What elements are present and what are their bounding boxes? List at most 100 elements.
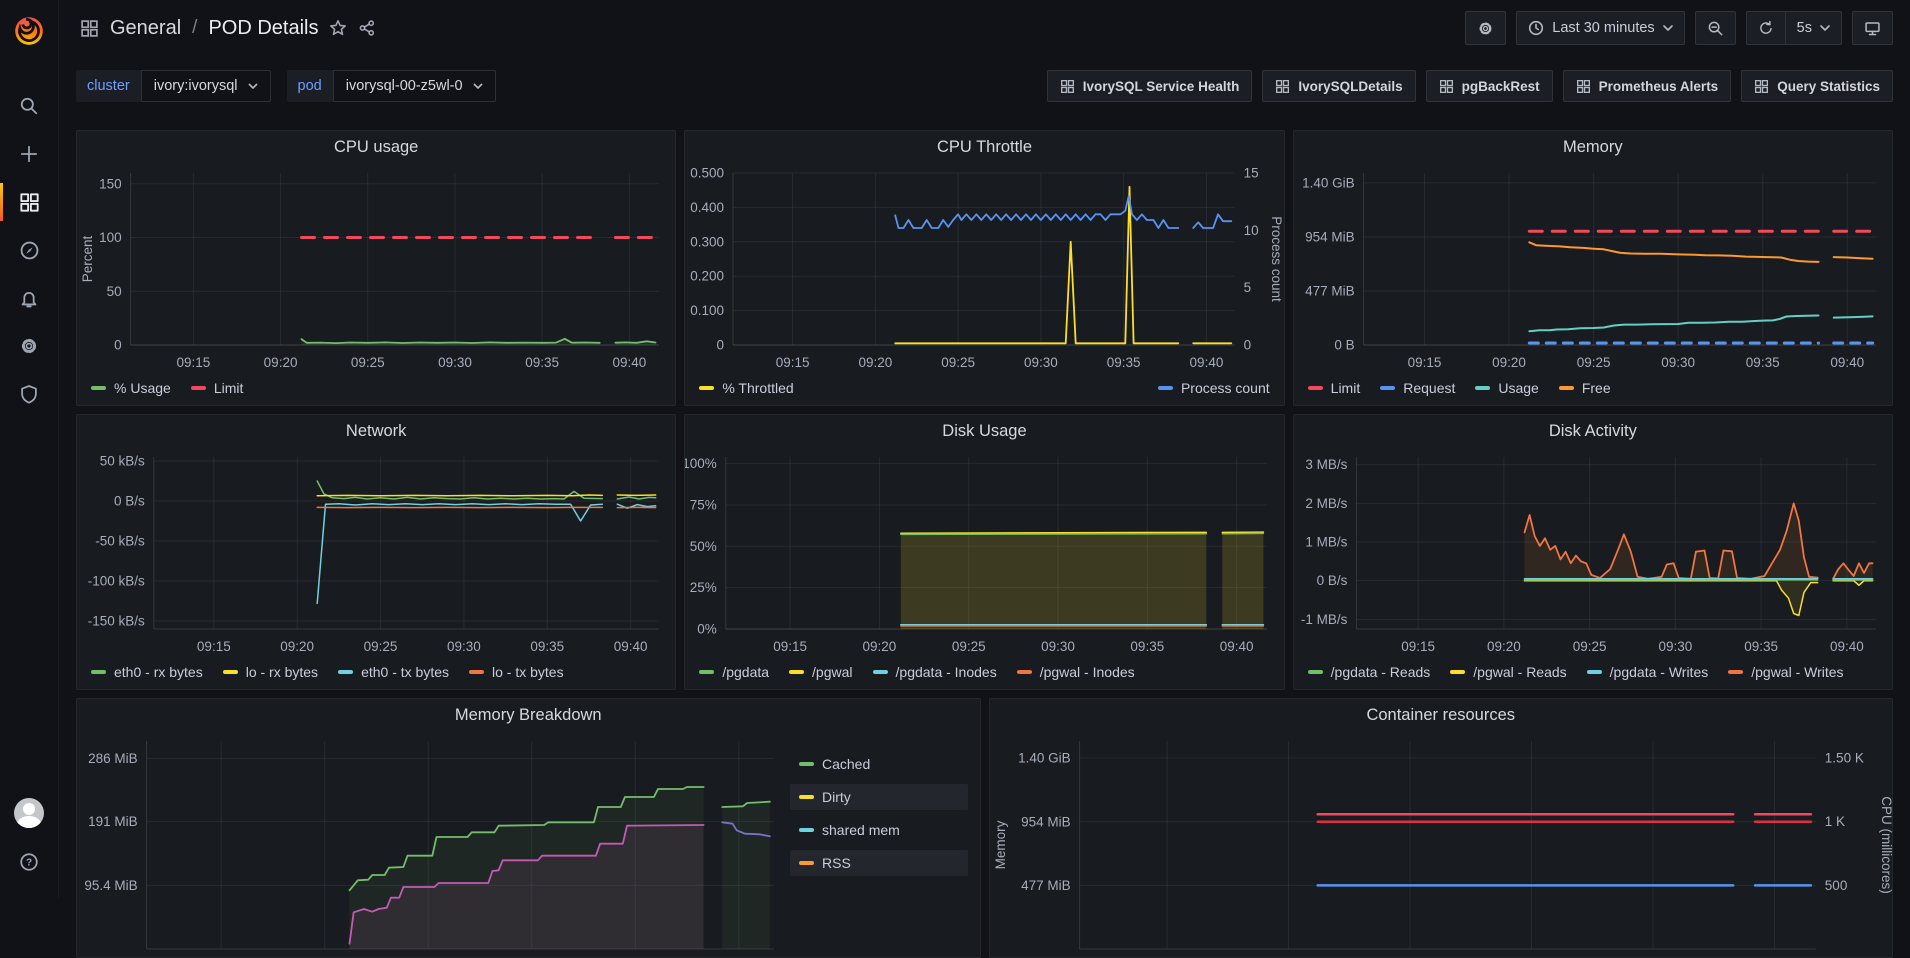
configuration-gear-icon[interactable] (0, 322, 59, 370)
cpu-throttle-legend: % Throttled Process count (685, 377, 1283, 405)
container-resources-chart[interactable]: 477 MiB954 MiB1.40 GiB5001 K1.50 KMemory… (990, 729, 1893, 957)
server-admin-shield-icon[interactable] (0, 370, 59, 418)
legend-item[interactable]: /pgdata - Writes (1587, 664, 1709, 680)
panel-title[interactable]: Memory Breakdown (77, 699, 980, 729)
dashboards-icon[interactable] (0, 178, 59, 226)
legend-item[interactable]: eth0 - rx bytes (91, 664, 203, 680)
chevron-down-icon (248, 83, 258, 89)
legend-item[interactable]: /pgdata - Reads (1308, 664, 1431, 680)
legend-item[interactable]: /pgwal - Writes (1728, 664, 1843, 680)
link-ivorysql-service-health[interactable]: IvorySQL Service Health (1047, 70, 1253, 102)
legend-item[interactable]: /pgwal - Inodes (1017, 664, 1135, 680)
legend-item[interactable]: RSS (790, 850, 968, 876)
disk-activity-legend: /pgdata - Reads/pgwal - Reads/pgdata - W… (1294, 661, 1892, 689)
time-range-picker[interactable]: Last 30 minutes (1516, 11, 1684, 45)
panel-title[interactable]: Network (77, 415, 675, 445)
variable-pod-value[interactable]: ivorysql-00-z5wl-0 (333, 70, 496, 102)
link-ivorysqldetails[interactable]: IvorySQLDetails (1262, 70, 1415, 102)
svg-text:09:35: 09:35 (1745, 355, 1779, 370)
legend-swatch (789, 670, 804, 674)
svg-text:0: 0 (114, 338, 122, 353)
panel-title[interactable]: CPU usage (77, 131, 675, 161)
legend-item[interactable]: Cached (790, 751, 968, 777)
variable-cluster-value[interactable]: ivory:ivorysql (141, 70, 271, 102)
share-icon[interactable] (358, 19, 376, 37)
cpu-usage-chart[interactable]: 09:1509:2009:2509:3009:3509:40050100150P… (77, 161, 675, 377)
memory_breakdown-plot[interactable]: 95.4 MiB191 MiB286 MiB (77, 729, 790, 957)
legend-item[interactable]: Usage (1475, 380, 1538, 396)
explore-compass-icon[interactable] (0, 226, 59, 274)
kiosk-mode-button[interactable] (1852, 11, 1893, 45)
memory-chart[interactable]: 09:1509:2009:2509:3009:3509:400 B477 MiB… (1294, 161, 1892, 377)
zoom-out-button[interactable] (1695, 11, 1736, 45)
breadcrumb-dashboard-title[interactable]: POD Details (208, 17, 318, 40)
legend-item[interactable]: Process count (1158, 380, 1270, 396)
alerting-bell-icon[interactable] (0, 274, 59, 322)
star-icon[interactable] (329, 19, 347, 37)
svg-text:-100 kB/s: -100 kB/s (88, 574, 145, 589)
svg-text:09:40: 09:40 (1830, 639, 1864, 654)
dashboard-links: IvorySQL Service Health IvorySQLDetails … (1047, 70, 1893, 102)
svg-text:09:25: 09:25 (364, 639, 398, 654)
legend-item[interactable]: /pgdata - Inodes (873, 664, 997, 680)
help-icon[interactable]: ? (0, 842, 59, 882)
cpu_throttle-plot[interactable]: 09:1509:2009:2509:3009:3509:4000.1000.20… (685, 161, 1283, 377)
legend-swatch (223, 670, 238, 674)
legend-item[interactable]: Free (1559, 380, 1611, 396)
svg-text:1.40 GiB: 1.40 GiB (1302, 175, 1355, 190)
legend-item[interactable]: % Usage (91, 380, 171, 396)
container_resources-plot[interactable]: 477 MiB954 MiB1.40 GiB5001 K1.50 KMemory… (990, 729, 1893, 957)
legend-item[interactable]: % Throttled (699, 380, 793, 396)
variable-cluster[interactable]: cluster ivory:ivorysql (76, 70, 271, 102)
breadcrumb-folder[interactable]: General (110, 17, 181, 40)
legend-item[interactable]: Limit (191, 380, 244, 396)
svg-text:09:20: 09:20 (1487, 639, 1521, 654)
legend-item[interactable]: lo - rx bytes (223, 664, 318, 680)
link-prometheus-alerts[interactable]: Prometheus Alerts (1563, 70, 1732, 102)
user-avatar[interactable] (14, 798, 44, 828)
memory-plot[interactable]: 09:1509:2009:2509:3009:3509:400 B477 MiB… (1294, 161, 1892, 377)
legend-item[interactable]: lo - tx bytes (469, 664, 564, 680)
refresh-interval-dropdown[interactable]: 5s (1786, 11, 1842, 45)
svg-text:09:15: 09:15 (197, 639, 231, 654)
disk_usage-plot[interactable]: 09:1509:2009:2509:3009:3509:400%25%50%75… (685, 445, 1283, 661)
legend-item[interactable]: /pgwal (789, 664, 852, 680)
refresh-button[interactable] (1746, 11, 1786, 45)
create-plus-icon[interactable] (0, 130, 59, 178)
panel-title[interactable]: Container resources (990, 699, 1893, 729)
legend-swatch (1380, 386, 1395, 390)
network-plot[interactable]: 09:1509:2009:2509:3009:3509:40-150 kB/s-… (77, 445, 675, 661)
network-chart[interactable]: 09:1509:2009:2509:3009:3509:40-150 kB/s-… (77, 445, 675, 661)
link-pgbackrest[interactable]: pgBackRest (1426, 70, 1553, 102)
legend-item[interactable]: /pgdata (699, 664, 769, 680)
legend-swatch (799, 828, 814, 832)
legend-item[interactable]: Limit (1308, 380, 1361, 396)
disk_activity-plot[interactable]: 09:1509:2009:2509:3009:3509:40-1 MB/s0 B… (1294, 445, 1892, 661)
search-icon[interactable] (0, 82, 59, 130)
panel-title[interactable]: CPU Throttle (685, 131, 1283, 161)
cpu_usage-plot[interactable]: 09:1509:2009:2509:3009:3509:40050100150P… (77, 161, 675, 377)
legend-item[interactable]: /pgwal - Reads (1450, 664, 1566, 680)
legend-item[interactable]: Dirty (790, 784, 968, 810)
disk-usage-chart[interactable]: 09:1509:2009:2509:3009:3509:400%25%50%75… (685, 445, 1283, 661)
grafana-logo-icon[interactable] (12, 14, 46, 48)
memory-breakdown-chart[interactable]: 95.4 MiB191 MiB286 MiB (77, 729, 790, 957)
legend-label: shared mem (822, 822, 900, 838)
legend-item[interactable]: Request (1380, 380, 1455, 396)
dashboard-settings-button[interactable] (1465, 11, 1506, 45)
legend-item[interactable]: shared mem (790, 817, 968, 843)
legend-item[interactable]: eth0 - tx bytes (338, 664, 449, 680)
disk-activity-chart[interactable]: 09:1509:2009:2509:3009:3509:40-1 MB/s0 B… (1294, 445, 1892, 661)
link-query-statistics[interactable]: Query Statistics (1741, 70, 1893, 102)
template-variables: cluster ivory:ivorysql pod ivorysql-00-z… (76, 70, 496, 102)
svg-text:Memory: Memory (993, 820, 1008, 869)
panel-title[interactable]: Disk Usage (685, 415, 1283, 445)
svg-text:09:25: 09:25 (942, 355, 976, 370)
panel-title[interactable]: Disk Activity (1294, 415, 1892, 445)
panel-title[interactable]: Memory (1294, 131, 1892, 161)
legend-label: RSS (822, 855, 851, 871)
cpu-throttle-chart[interactable]: 09:1509:2009:2509:3009:3509:4000.1000.20… (685, 161, 1283, 377)
variable-pod[interactable]: pod ivorysql-00-z5wl-0 (287, 70, 496, 102)
dashboard-panels: CPU usage 09:1509:2009:2509:3009:3509:40… (59, 117, 1910, 958)
panel-disk-usage: Disk Usage 09:1509:2009:2509:3009:3509:4… (684, 414, 1284, 690)
